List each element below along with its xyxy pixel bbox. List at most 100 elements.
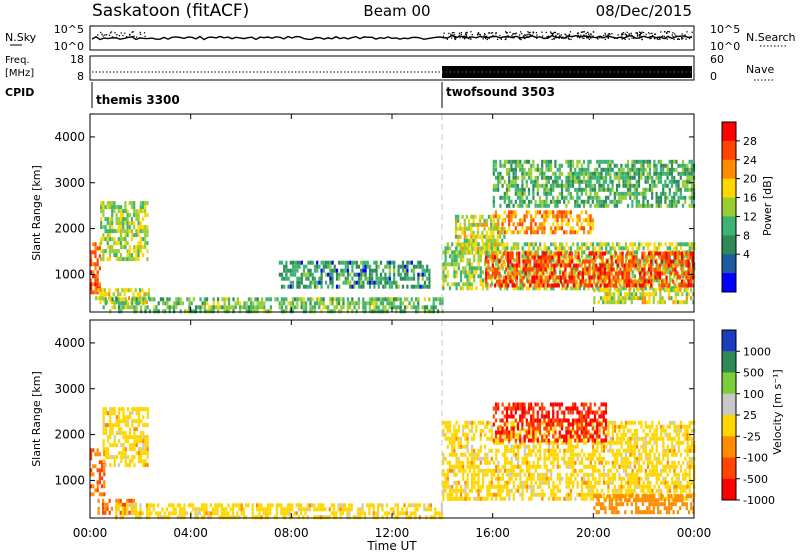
power-cell: [519, 191, 522, 196]
power-cell: [644, 242, 647, 247]
power-cell: [585, 187, 588, 192]
velocity-cell: [278, 503, 281, 508]
nsearch-dot: [690, 36, 692, 38]
velocity-cell: [104, 411, 107, 416]
power-cell: [670, 175, 674, 180]
power-cell: [498, 230, 502, 235]
nsearch-dot: [468, 38, 470, 40]
nsearch-dot: [636, 32, 638, 34]
power-cell: [642, 159, 645, 164]
power-cell: [100, 249, 103, 254]
power-cell: [553, 263, 556, 268]
velocity-cell: [381, 503, 384, 508]
velocity-cell: [137, 455, 140, 460]
power-cell: [578, 159, 581, 164]
velocity-cell: [313, 503, 316, 508]
power-cell: [132, 292, 135, 297]
date-title: 08/Dec/2015: [596, 2, 692, 20]
power-cell: [521, 195, 524, 200]
velocity-cell: [135, 507, 138, 512]
velocity-cell: [333, 507, 336, 512]
power-cell: [662, 183, 665, 188]
power-cell: [623, 283, 626, 288]
power-cell: [100, 205, 103, 210]
power-cell: [645, 259, 648, 264]
power-cell: [624, 179, 627, 184]
power-cell: [379, 260, 383, 265]
power-cell: [582, 179, 586, 184]
velocity-cell: [453, 468, 456, 473]
power-cell: [333, 305, 336, 310]
power-cell: [624, 296, 627, 301]
power-cell: [289, 268, 292, 273]
nsearch-dot: [511, 35, 513, 37]
power-cell: [130, 233, 134, 238]
power-cell: [532, 242, 535, 247]
power-cell: [670, 296, 673, 301]
velocity-cell: [115, 515, 118, 520]
power-cell: [470, 230, 473, 235]
power-cell: [318, 280, 321, 285]
power-cell: [512, 242, 515, 247]
power-cell: [507, 259, 510, 264]
power-cell: [612, 275, 615, 280]
power-cell: [313, 276, 317, 281]
power-cell: [639, 296, 642, 301]
velocity-cell: [501, 472, 504, 477]
velocity-cell: [462, 464, 465, 469]
power-cell: [577, 271, 580, 276]
velocity-cell: [269, 511, 272, 516]
power-cell: [349, 260, 352, 265]
power-cell: [258, 305, 261, 310]
power-cell: [135, 309, 138, 314]
power-cell: [404, 276, 407, 281]
power-cell: [651, 286, 654, 291]
power-cell: [529, 279, 532, 284]
power-cell: [527, 159, 531, 164]
velocity-cell: [359, 515, 362, 520]
velocity-cell: [503, 464, 507, 469]
power-cell: [144, 237, 147, 242]
velocity-cell: [488, 488, 491, 493]
velocity-cell: [470, 444, 474, 449]
power-cell: [283, 309, 286, 314]
velocity-cell: [120, 427, 123, 432]
power-cell: [569, 195, 572, 200]
power-cell: [474, 222, 477, 227]
power-cell: [550, 242, 553, 247]
velocity-cell: [486, 484, 489, 489]
velocity-cell: [107, 423, 110, 428]
power-cell: [670, 159, 674, 164]
power-cell: [444, 262, 447, 267]
power-cell: [135, 229, 138, 234]
nsearch-dot: [526, 33, 528, 36]
power-cell: [628, 259, 631, 264]
power-cell: [296, 276, 299, 281]
power-cell: [137, 249, 140, 254]
power-cell: [619, 288, 622, 293]
velocity-cell: [308, 503, 311, 508]
power-cell: [324, 272, 328, 277]
power-cell: [239, 309, 242, 314]
power-cell: [256, 305, 259, 310]
power-cell: [462, 286, 465, 291]
velocity-cell: [140, 455, 143, 460]
velocity-cell: [212, 511, 215, 516]
power-cell: [428, 297, 431, 302]
power-cell: [610, 292, 614, 297]
power-cell: [446, 242, 449, 247]
velocity-cell: [341, 511, 344, 516]
velocity-cell: [207, 515, 210, 520]
power-cell: [230, 305, 233, 310]
power-cell: [117, 288, 120, 293]
nsearch-dot: [580, 34, 582, 36]
velocity-cell: [140, 431, 143, 436]
power-cell: [111, 205, 114, 210]
power-cell: [673, 167, 676, 172]
power-cell: [668, 282, 672, 287]
power-cell: [298, 297, 301, 302]
power-cell: [628, 267, 631, 272]
power-cell: [597, 275, 600, 280]
power-cell: [476, 230, 480, 235]
power-cell: [477, 262, 480, 267]
